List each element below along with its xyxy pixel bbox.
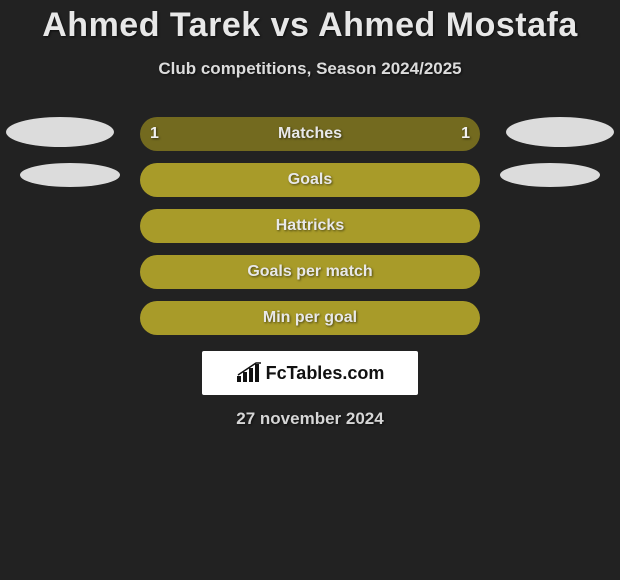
stat-bar-min-per-goal: Min per goal	[140, 301, 480, 335]
stat-label: Goals per match	[247, 263, 372, 281]
stat-value-right: 1	[461, 117, 470, 151]
stat-label: Matches	[278, 125, 342, 143]
comparison-panel: Ahmed Tarek vs Ahmed Mostafa Club compet…	[0, 0, 620, 580]
stat-value-left: 1	[150, 117, 159, 151]
stat-row: Matches 1 1	[0, 117, 620, 151]
stat-bar-goals: Goals	[140, 163, 480, 197]
stats-rows: Matches 1 1 Goals Hattricks Goals per ma…	[0, 117, 620, 335]
stat-row: Goals	[0, 163, 620, 197]
fctables-logo-text: FcTables.com	[266, 363, 385, 384]
stat-row: Min per goal	[0, 301, 620, 335]
stat-label: Hattricks	[276, 217, 344, 235]
snapshot-date: 27 november 2024	[0, 409, 620, 429]
stat-row: Hattricks	[0, 209, 620, 243]
stat-row: Goals per match	[0, 255, 620, 289]
stat-bar-goals-per-match: Goals per match	[140, 255, 480, 289]
page-title: Ahmed Tarek vs Ahmed Mostafa	[0, 6, 620, 45]
stat-bar-matches: Matches	[140, 117, 480, 151]
page-subtitle: Club competitions, Season 2024/2025	[0, 59, 620, 79]
fctables-logo-card[interactable]: FcTables.com	[202, 351, 418, 395]
stat-label: Goals	[288, 171, 332, 189]
stat-label: Min per goal	[263, 309, 357, 327]
stat-bar-hattricks: Hattricks	[140, 209, 480, 243]
bar-chart-icon	[236, 362, 262, 384]
